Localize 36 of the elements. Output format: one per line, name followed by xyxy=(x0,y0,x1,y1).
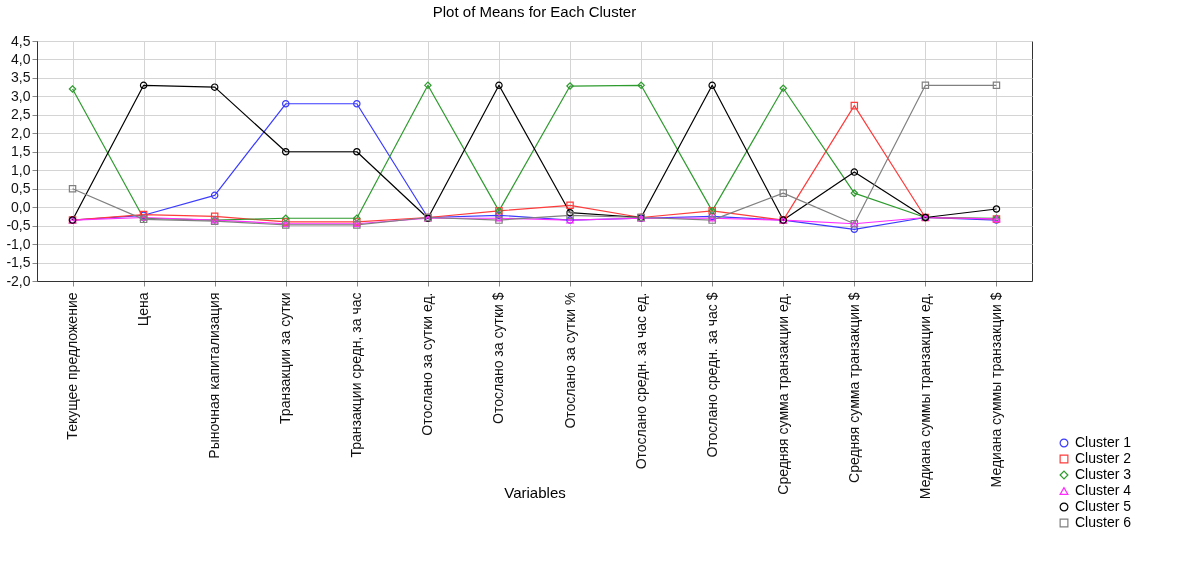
legend-label: Cluster 3 xyxy=(1075,466,1132,482)
legend-label: Cluster 6 xyxy=(1075,514,1132,530)
chart-title: Plot of Means for Each Cluster xyxy=(432,3,637,20)
y-tick-label: 1,0 xyxy=(11,161,31,178)
x-tick-label: Отослано средн. за час $ xyxy=(703,292,720,458)
y-tick-label: 1,5 xyxy=(11,143,31,160)
x-tick-label: Цена xyxy=(135,292,152,327)
x-tick-label: Медиана суммы транзакции ед. xyxy=(916,292,933,500)
x-tick-label: Средняя сумма транзакции ед. xyxy=(774,292,791,495)
x-axis-title: Variables xyxy=(504,483,566,501)
x-tick-label: Текущее предложение xyxy=(64,292,81,440)
x-tick-label: Транзакции средн, за час xyxy=(348,292,365,458)
y-tick-label: -1,5 xyxy=(6,254,31,271)
y-tick-label: -1,0 xyxy=(6,235,31,252)
y-tick-label: 4,0 xyxy=(11,50,31,67)
y-tick-label: -0,5 xyxy=(6,217,31,234)
x-tick-label: Медиана суммы транзакции $ xyxy=(987,292,1004,488)
y-tick-label: 4,5 xyxy=(11,32,31,49)
x-tick-label: Отослано за сутки % xyxy=(561,292,578,429)
y-tick-label: -2,0 xyxy=(6,272,31,289)
y-tick-label: 3,5 xyxy=(11,69,31,86)
x-tick-label: Транзакции за сутки xyxy=(277,292,294,424)
legend-label: Cluster 5 xyxy=(1075,498,1132,514)
y-tick-label: 3,0 xyxy=(11,87,31,104)
x-tick-label: Отослано за сутки ед. xyxy=(419,292,436,436)
y-tick-label: 0,5 xyxy=(11,180,31,197)
x-tick-label: Отослано средн. за час ед. xyxy=(632,292,649,470)
legend-label: Cluster 2 xyxy=(1075,450,1132,466)
legend-label: Cluster 4 xyxy=(1075,482,1132,498)
y-tick-label: 0,0 xyxy=(11,198,31,215)
legend-label: Cluster 1 xyxy=(1075,434,1132,450)
y-tick-label: 2,0 xyxy=(11,124,31,141)
y-tick-label: 2,5 xyxy=(11,106,31,123)
x-tick-label: Средняя сумма транзакции $ xyxy=(845,292,862,483)
x-tick-label: Рыночная капитализация xyxy=(206,292,223,459)
x-tick-label: Отослано за сутки $ xyxy=(490,292,507,424)
